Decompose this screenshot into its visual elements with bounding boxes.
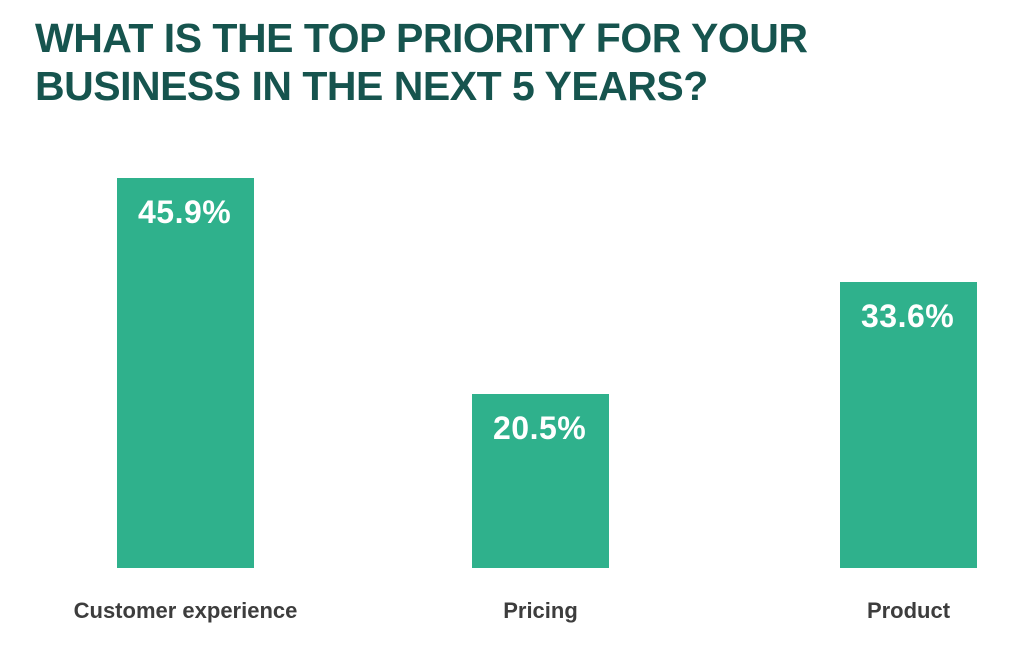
bar-value-label: 20.5% bbox=[493, 410, 587, 446]
chart-title-line-1: WHAT IS THE TOP PRIORITY FOR YOUR bbox=[35, 15, 808, 61]
bar-value-label: 45.9% bbox=[138, 194, 232, 230]
bar-category-label: Customer experience bbox=[73, 598, 298, 623]
bar-value-label: 33.6% bbox=[861, 298, 955, 334]
bar: 20.5% bbox=[472, 394, 609, 568]
chart-title: WHAT IS THE TOP PRIORITY FOR YOUR BUSINE… bbox=[35, 14, 808, 110]
bar: 33.6% bbox=[840, 282, 977, 568]
chart-title-line-2: BUSINESS IN THE NEXT 5 YEARS? bbox=[35, 63, 708, 109]
bar: 45.9% bbox=[117, 178, 254, 568]
bar-category-label: Product bbox=[866, 598, 951, 623]
bar-category-label: Pricing bbox=[503, 598, 578, 623]
